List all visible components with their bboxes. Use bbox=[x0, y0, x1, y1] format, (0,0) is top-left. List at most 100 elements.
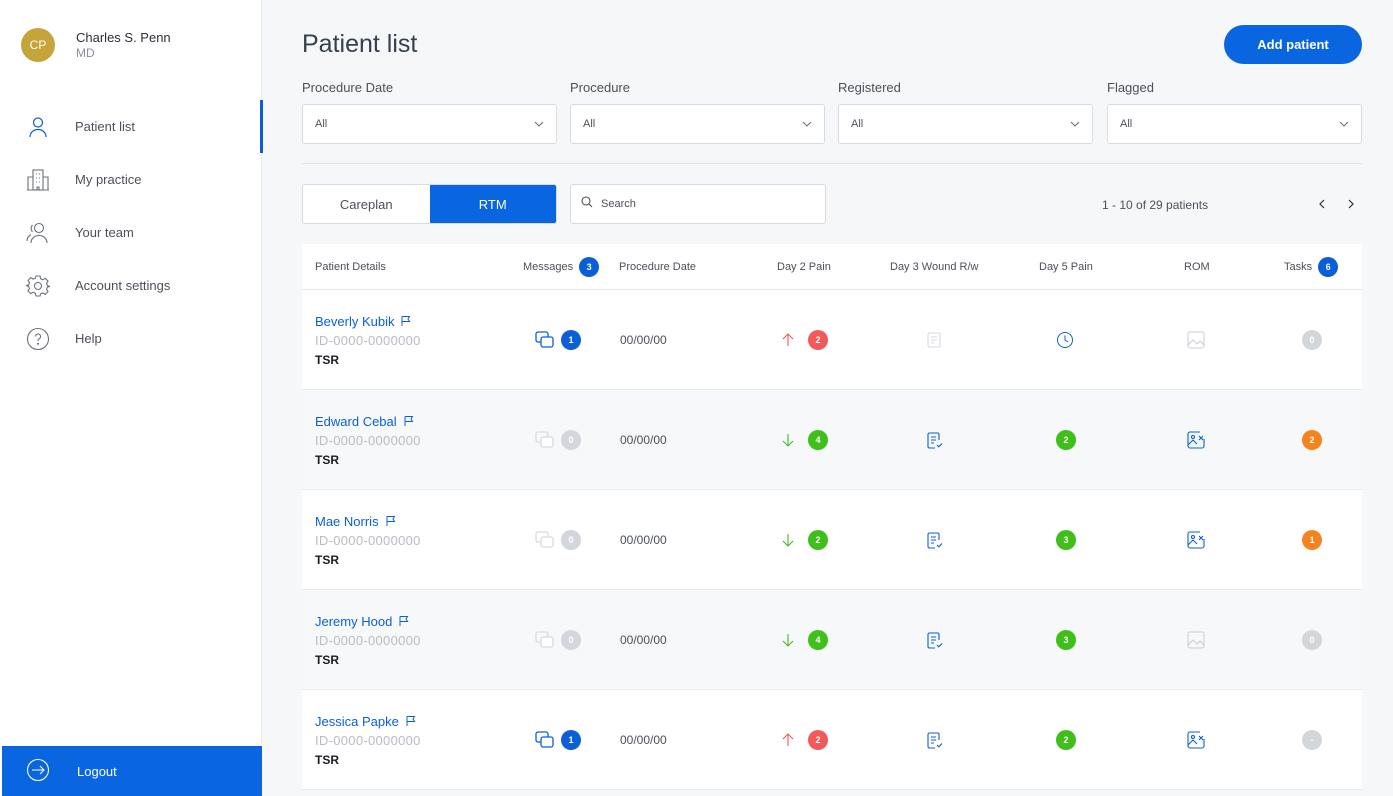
sidebar-item-label: Patient list bbox=[75, 119, 135, 134]
column-header-patient[interactable]: Patient Details bbox=[315, 261, 386, 273]
rom-cell[interactable] bbox=[1187, 290, 1205, 390]
messages-cell[interactable]: 0 bbox=[535, 590, 581, 690]
patient-name-link[interactable]: Mae Norris bbox=[315, 514, 397, 529]
day2-pain-badge: 2 bbox=[808, 330, 828, 350]
day5-pain-cell[interactable]: 2 bbox=[1056, 390, 1076, 490]
tasks-count-badge: 6 bbox=[1318, 257, 1339, 277]
day3-wound-cell[interactable] bbox=[927, 490, 943, 590]
rom-cell[interactable] bbox=[1187, 490, 1205, 590]
flagged-select[interactable]: All bbox=[1107, 104, 1362, 144]
rom-cell[interactable] bbox=[1187, 390, 1205, 490]
arrow-up-icon bbox=[782, 333, 794, 347]
day2-pain-cell[interactable]: 4 bbox=[782, 590, 828, 690]
messages-badge: 0 bbox=[561, 630, 581, 650]
day2-pain-cell[interactable]: 2 bbox=[782, 690, 828, 790]
prev-page-button[interactable] bbox=[1314, 195, 1330, 213]
column-header-day5-pain[interactable]: Day 5 Pain bbox=[1039, 261, 1093, 273]
document-check-icon bbox=[927, 731, 943, 749]
select-value: All bbox=[583, 118, 596, 130]
day2-pain-cell[interactable]: 2 bbox=[782, 490, 828, 590]
user-icon bbox=[26, 115, 50, 139]
user-name: Charles S. Penn bbox=[76, 30, 171, 45]
column-header-label: Tasks bbox=[1284, 261, 1313, 273]
procedure-tag: TSR bbox=[315, 452, 339, 467]
day3-wound-cell[interactable] bbox=[927, 590, 943, 690]
tasks-cell[interactable]: - bbox=[1302, 690, 1322, 790]
chevron-left-icon bbox=[1319, 199, 1325, 209]
table-row[interactable]: Jessica Papke ID-0000-0000000 TSR 1 00/00/00… bbox=[302, 690, 1362, 790]
patient-name-link[interactable]: Jeremy Hood bbox=[315, 614, 410, 629]
sidebar-item-my-practice[interactable]: My practice bbox=[0, 153, 262, 206]
patient-name-link[interactable]: Beverly Kubik bbox=[315, 314, 412, 329]
patient-id: ID-0000-0000000 bbox=[315, 432, 421, 448]
patient-name-link[interactable]: Jessica Papke bbox=[315, 714, 417, 729]
patient-name: Mae Norris bbox=[315, 513, 379, 529]
sidebar-item-patient-list[interactable]: Patient list bbox=[0, 100, 263, 153]
procedure-date: 00/00/00 bbox=[620, 633, 667, 647]
flag-icon[interactable] bbox=[403, 415, 415, 427]
column-header-messages[interactable]: Messages 3 bbox=[523, 244, 600, 290]
day2-pain-cell[interactable]: 4 bbox=[782, 390, 828, 490]
flag-icon[interactable] bbox=[400, 315, 412, 327]
messages-cell[interactable]: 0 bbox=[535, 490, 581, 590]
rom-cell[interactable] bbox=[1187, 590, 1205, 690]
table-row[interactable]: Jeremy Hood ID-0000-0000000 TSR 0 00/00/00 4 3… bbox=[302, 590, 1362, 690]
procedure-date-select[interactable]: All bbox=[302, 104, 557, 144]
day2-pain-cell[interactable]: 2 bbox=[782, 290, 828, 390]
column-header-label: Messages bbox=[523, 261, 574, 273]
filter-label: Registered bbox=[838, 80, 901, 95]
tasks-cell[interactable]: 2 bbox=[1302, 390, 1322, 490]
sidebar-item-your-team[interactable]: Your team bbox=[0, 206, 262, 259]
day5-pain-cell[interactable] bbox=[1056, 290, 1074, 390]
day5-pain-cell[interactable]: 2 bbox=[1056, 690, 1076, 790]
patient-name-link[interactable]: Edward Cebal bbox=[315, 414, 415, 429]
sidebar-item-account-settings[interactable]: Account settings bbox=[0, 259, 262, 312]
tab-careplan[interactable]: Careplan bbox=[339, 196, 393, 212]
column-header-rom[interactable]: ROM bbox=[1184, 261, 1210, 273]
column-header-procedure-date[interactable]: Procedure Date bbox=[619, 261, 697, 273]
registered-select[interactable]: All bbox=[838, 104, 1093, 144]
search-input[interactable] bbox=[601, 198, 801, 210]
tasks-cell[interactable]: 1 bbox=[1302, 490, 1322, 590]
logout-icon bbox=[26, 758, 50, 785]
avatar: CP bbox=[21, 28, 55, 62]
tasks-cell[interactable]: 0 bbox=[1302, 290, 1322, 390]
column-header-tasks[interactable]: Tasks 6 bbox=[1284, 244, 1339, 290]
chat-icon bbox=[535, 731, 555, 749]
messages-cell[interactable]: 1 bbox=[535, 290, 581, 390]
flag-icon[interactable] bbox=[398, 615, 410, 627]
messages-cell[interactable]: 1 bbox=[535, 690, 581, 790]
add-patient-button[interactable]: Add patient bbox=[1224, 25, 1362, 64]
flag-icon[interactable] bbox=[405, 715, 417, 727]
tasks-cell[interactable]: 0 bbox=[1302, 590, 1322, 690]
image-icon bbox=[1187, 631, 1205, 649]
messages-badge: 0 bbox=[561, 530, 581, 550]
table-row[interactable]: Edward Cebal ID-0000-0000000 TSR 0 00/00/00 4… bbox=[302, 390, 1362, 490]
sidebar-item-help[interactable]: Help bbox=[0, 312, 262, 365]
user-info: Charles S. Penn MD bbox=[76, 30, 171, 61]
user-profile[interactable]: CP Charles S. Penn MD bbox=[21, 28, 171, 62]
column-header-day2-pain[interactable]: Day 2 Pain bbox=[777, 261, 831, 273]
table-row[interactable]: Beverly Kubik ID-0000-0000000 TSR 1 00/00/00… bbox=[302, 290, 1362, 390]
next-page-button[interactable] bbox=[1343, 195, 1359, 213]
logout-button[interactable]: Logout bbox=[2, 746, 262, 796]
chat-icon bbox=[535, 331, 555, 349]
day3-wound-cell[interactable] bbox=[927, 290, 941, 390]
procedure-date: 00/00/00 bbox=[620, 533, 667, 547]
document-check-icon bbox=[927, 431, 943, 449]
procedure-tag: TSR bbox=[315, 652, 339, 667]
rom-cell[interactable] bbox=[1187, 690, 1205, 790]
procedure-select[interactable]: All bbox=[570, 104, 825, 144]
day3-wound-cell[interactable] bbox=[927, 690, 943, 790]
user-role: MD bbox=[76, 46, 95, 60]
patient-id: ID-0000-0000000 bbox=[315, 632, 421, 648]
column-header-day3-wound[interactable]: Day 3 Wound R/w bbox=[890, 261, 979, 273]
messages-cell[interactable]: 0 bbox=[535, 390, 581, 490]
flag-icon[interactable] bbox=[385, 515, 397, 527]
day3-wound-cell[interactable] bbox=[927, 390, 943, 490]
filter-procedure: Procedure All bbox=[570, 80, 825, 144]
table-row[interactable]: Mae Norris ID-0000-0000000 TSR 0 00/00/00 2 3 1 bbox=[302, 490, 1362, 590]
day5-pain-cell[interactable]: 3 bbox=[1056, 590, 1076, 690]
day5-pain-cell[interactable]: 3 bbox=[1056, 490, 1076, 590]
tab-rtm[interactable]: RTM bbox=[429, 185, 556, 223]
